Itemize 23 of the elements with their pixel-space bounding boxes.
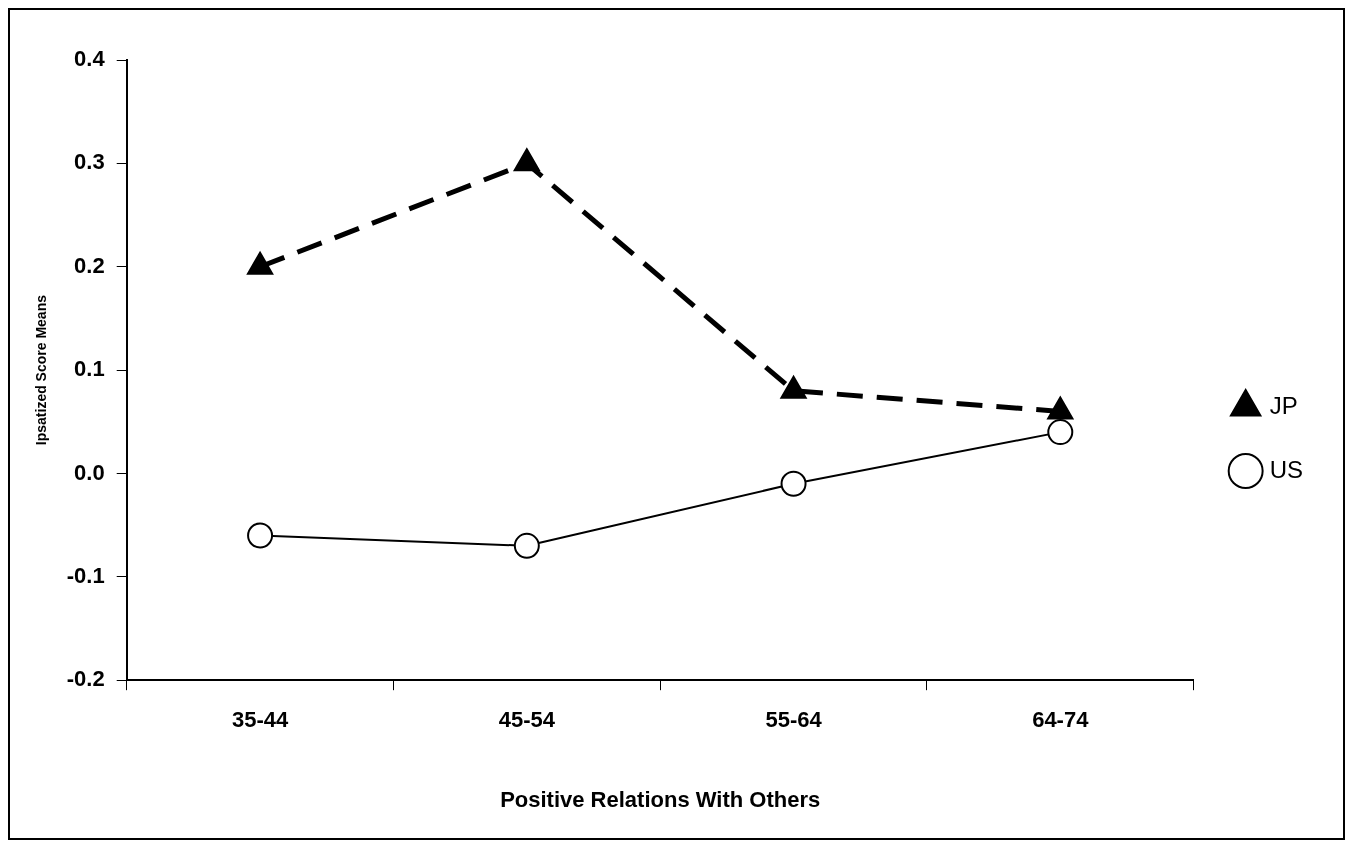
- y-tick-label: 0.0: [74, 459, 105, 485]
- point: [246, 251, 274, 275]
- point: [780, 375, 807, 399]
- y-tick-label: -0.2: [66, 666, 105, 692]
- point: [513, 148, 540, 172]
- x-tick-label: 64-74: [1032, 707, 1090, 733]
- x-axis-title: Positive Relations With Others: [500, 786, 821, 812]
- x-tick-label: 35-44: [231, 707, 289, 733]
- x-tick-label: 55-64: [765, 707, 823, 733]
- point: [1047, 396, 1074, 420]
- y-tick-label: 0.4: [74, 46, 106, 72]
- point: [247, 522, 274, 549]
- y-tick-label: 0.1: [74, 356, 105, 382]
- y-tick-label: 0.2: [74, 252, 105, 278]
- legend-label: US: [1269, 455, 1303, 483]
- point: [780, 470, 807, 497]
- point: [1047, 419, 1074, 446]
- x-tick-label: 45-54: [498, 707, 556, 733]
- point: [513, 532, 540, 559]
- y-tick-label: 0.3: [74, 149, 105, 175]
- legend-label: JP: [1269, 391, 1298, 419]
- y-axis-title: Ipsatized Score Means: [33, 294, 50, 446]
- y-tick-label: -0.1: [66, 562, 105, 588]
